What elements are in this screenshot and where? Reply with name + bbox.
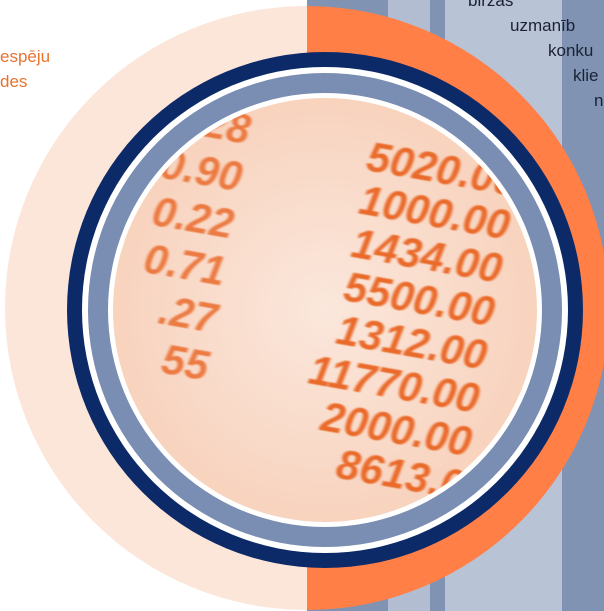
- side-text: uzmanīb: [510, 16, 575, 35]
- graphic: 5020.001000.001434.005500.001312.0011770…: [0, 0, 604, 611]
- side-text: n: [594, 91, 603, 110]
- side-text: konku: [548, 41, 593, 60]
- photo-number: 55: [158, 335, 213, 390]
- side-text: klie: [573, 66, 599, 85]
- side-text: des: [0, 72, 27, 91]
- side-text: espēju: [0, 47, 50, 66]
- side-text: biržās: [468, 0, 513, 10]
